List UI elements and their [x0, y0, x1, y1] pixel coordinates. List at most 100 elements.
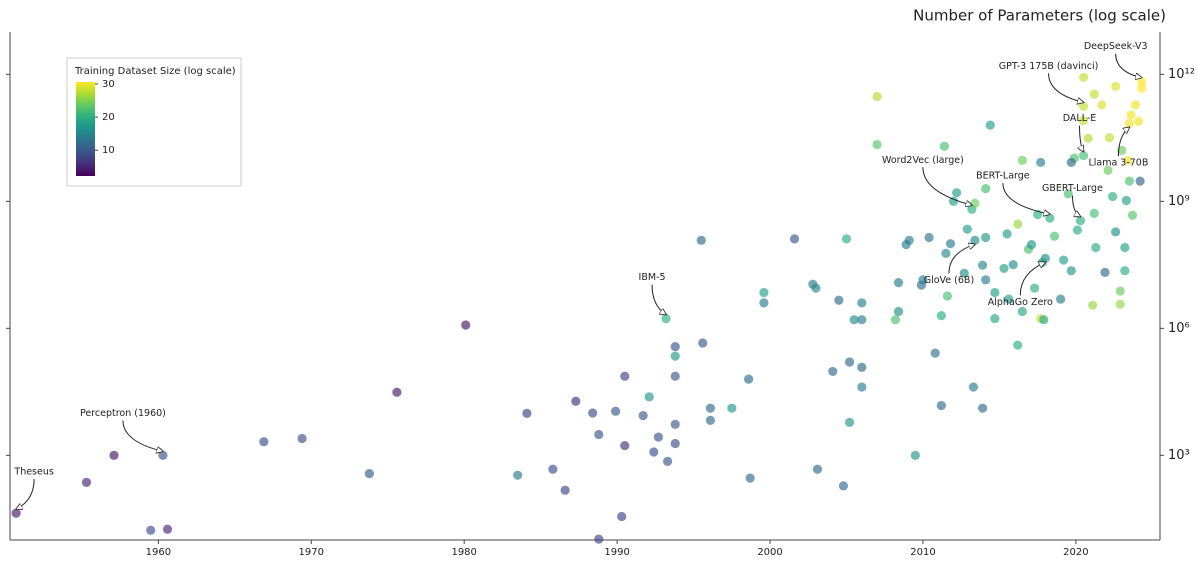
point — [828, 366, 838, 377]
legend-title: Training Dataset Size (log scale) — [74, 66, 236, 77]
point — [670, 438, 680, 449]
point — [930, 348, 940, 358]
point — [1078, 72, 1089, 82]
point — [364, 469, 374, 479]
point — [620, 371, 630, 381]
point — [1127, 210, 1138, 220]
point — [1115, 299, 1125, 309]
legend: Training Dataset Size (log scale) — [66, 57, 242, 187]
annotation-arrow — [1002, 183, 1050, 214]
point — [811, 283, 821, 293]
annotation-label: BERT-Large — [976, 171, 1030, 182]
point — [945, 239, 956, 249]
annotations: Theseus Perceptron (1960) IBM-5 Word2Vec (l… — [13, 41, 1148, 509]
point — [942, 291, 953, 301]
point — [162, 524, 173, 534]
annotation-arrow — [1071, 195, 1080, 217]
annotation-arrow — [16, 479, 35, 509]
point — [1103, 165, 1113, 175]
point — [513, 470, 523, 480]
point — [1063, 189, 1073, 199]
annotation-label: GloVe (6B) — [924, 275, 974, 286]
x-tick-label: 2020 — [1063, 547, 1088, 558]
point — [904, 235, 914, 245]
point — [644, 392, 654, 402]
point — [1078, 101, 1089, 111]
y-tick-label: 10¹² — [1168, 67, 1195, 82]
point — [1078, 151, 1089, 161]
point — [985, 120, 995, 130]
point — [594, 429, 604, 440]
point — [857, 362, 867, 372]
point — [1002, 229, 1012, 239]
annotation-label: DeepSeek-V3 — [1084, 41, 1148, 52]
colorbar-tick-label: 30 — [102, 79, 115, 90]
point — [981, 232, 991, 243]
point — [918, 275, 928, 285]
point — [705, 403, 715, 413]
y-tick-label: 10⁶ — [1168, 321, 1190, 336]
point — [1111, 227, 1121, 237]
point — [1055, 294, 1066, 304]
point — [812, 464, 823, 474]
y-tick-label: 10⁹ — [1168, 194, 1190, 209]
point — [744, 374, 754, 384]
point — [1097, 100, 1107, 110]
point — [1107, 191, 1118, 202]
point — [1089, 208, 1099, 218]
point — [1120, 242, 1130, 253]
point — [844, 357, 855, 367]
point — [1104, 133, 1115, 143]
annotation-arrow — [948, 244, 975, 274]
point — [1026, 240, 1037, 250]
point — [970, 198, 980, 208]
point — [297, 433, 307, 444]
legend-box — [66, 57, 242, 187]
point — [857, 382, 867, 392]
point — [146, 525, 156, 535]
point — [893, 278, 904, 288]
point — [841, 234, 852, 244]
point — [789, 234, 800, 244]
point — [698, 338, 708, 348]
annotation-label: AlphaGo Zero — [988, 297, 1053, 308]
annotation-arrow — [1048, 73, 1084, 102]
point — [838, 481, 849, 491]
point — [970, 235, 980, 245]
point — [1040, 253, 1050, 263]
point — [1124, 176, 1135, 186]
point — [857, 298, 867, 308]
point — [962, 224, 972, 234]
point — [834, 295, 844, 305]
point — [1066, 157, 1076, 168]
annotation-label: DALL-E — [1063, 113, 1097, 124]
point — [1078, 115, 1089, 126]
point — [696, 235, 706, 245]
point — [727, 403, 737, 413]
point — [461, 320, 471, 330]
point — [936, 310, 946, 321]
point — [941, 248, 951, 258]
point — [1017, 306, 1027, 317]
point — [936, 400, 946, 411]
point — [844, 417, 855, 427]
point — [1008, 260, 1018, 270]
annotation-arrow — [651, 284, 666, 315]
annotation-label: GBERT-Large — [1042, 183, 1103, 194]
point — [1004, 294, 1014, 304]
colorbar-tick-label: 10 — [102, 145, 115, 156]
point — [968, 382, 979, 392]
point — [548, 464, 558, 474]
x-tick-label: 1960 — [146, 547, 171, 558]
colorbar-tick-label: 20 — [102, 112, 115, 123]
point — [990, 313, 1000, 324]
point — [661, 313, 671, 324]
point — [1089, 89, 1099, 99]
x-tick-label: 1970 — [299, 547, 324, 558]
annotation-label: GPT-3 175B (davinci) — [999, 61, 1099, 72]
point — [1017, 155, 1027, 165]
point — [759, 287, 769, 298]
point — [910, 450, 920, 460]
points — [11, 72, 1147, 544]
